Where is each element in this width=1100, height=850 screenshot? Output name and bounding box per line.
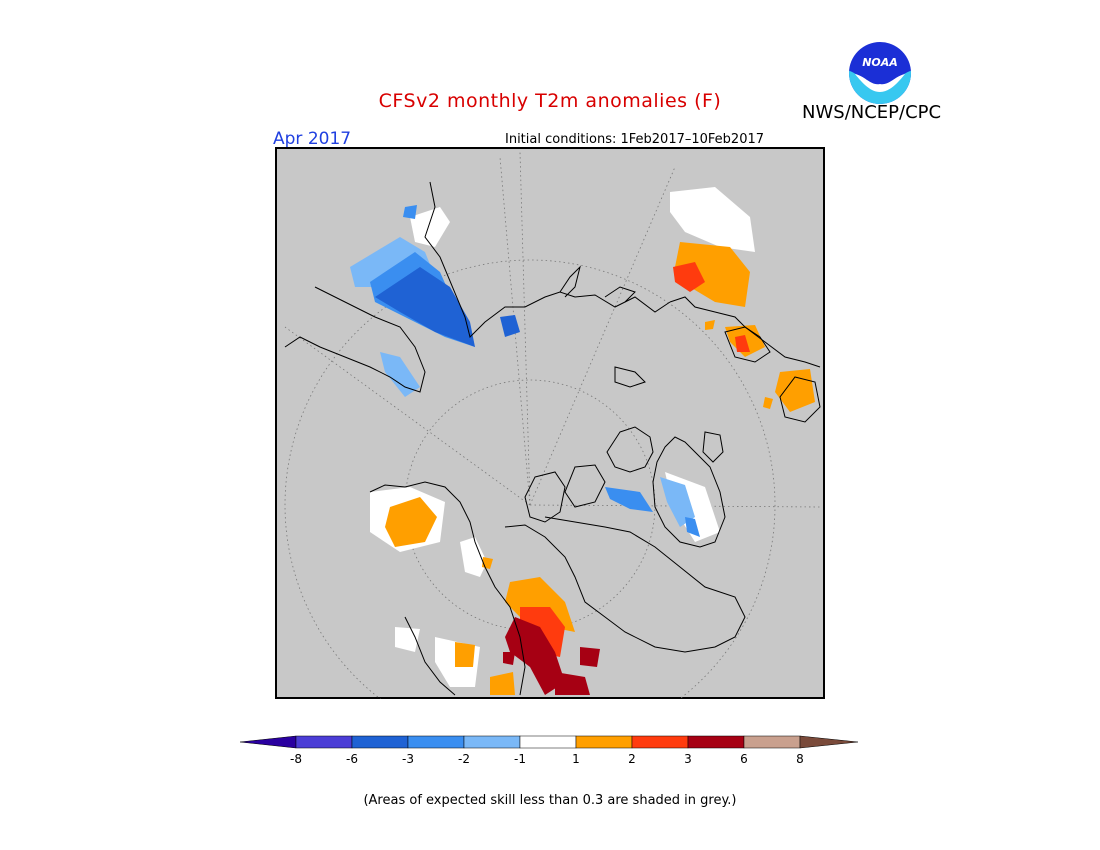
patch-blue-gulf bbox=[685, 517, 700, 537]
forecast-month: Apr 2017 bbox=[273, 129, 352, 149]
coastlines bbox=[284, 181, 821, 696]
patch-red-europe bbox=[673, 262, 705, 292]
noaa-logo: NOAA bbox=[848, 41, 912, 105]
initial-conditions: Initial conditions: 1Feb2017–10Feb2017 bbox=[505, 132, 765, 147]
legend-tick-label: 8 bbox=[796, 752, 804, 766]
polar-anomaly-map bbox=[275, 147, 825, 699]
legend-tick-label: -1 bbox=[514, 752, 526, 766]
patch-lightblue-greenland bbox=[660, 477, 695, 527]
legend-tick-label: 6 bbox=[740, 752, 748, 766]
noaa-logo-text: NOAA bbox=[862, 56, 898, 69]
legend-box bbox=[631, 735, 689, 749]
legend-box bbox=[407, 735, 465, 749]
legend-box bbox=[743, 735, 801, 749]
legend-tick-label: 3 bbox=[684, 752, 692, 766]
patch-blue-tiny bbox=[403, 205, 417, 219]
legend-tick-label: -8 bbox=[290, 752, 302, 766]
patch-white bbox=[410, 207, 450, 247]
legend-tick-label: -3 bbox=[402, 752, 414, 766]
legend-tick-label: 2 bbox=[628, 752, 636, 766]
legend-arrow-left bbox=[239, 735, 297, 749]
patch-orange-alaska bbox=[385, 497, 437, 547]
patch-orange-mexico bbox=[490, 672, 515, 695]
legend-tick-label: -6 bbox=[346, 752, 358, 766]
patch-white-canada bbox=[460, 537, 487, 577]
legend-ticks: -8 -6 -3 -2 -1 1 2 3 6 8 bbox=[290, 752, 804, 766]
patch-blue-small bbox=[500, 315, 520, 337]
legend-box bbox=[687, 735, 745, 749]
color-legend: -8 -6 -3 -2 -1 1 2 3 6 8 bbox=[239, 735, 859, 766]
legend-box bbox=[463, 735, 521, 749]
legend-tick-label: 1 bbox=[572, 752, 580, 766]
legend-arrow-right bbox=[799, 735, 859, 749]
patch-darkred-small bbox=[503, 652, 515, 665]
legend-box bbox=[575, 735, 633, 749]
patch-darkred-east bbox=[580, 647, 600, 667]
patch-darkred-south bbox=[555, 672, 590, 695]
patch-red-mediterranean bbox=[735, 335, 750, 352]
patch-blue-greenland bbox=[605, 487, 653, 512]
skill-footnote: (Areas of expected skill less than 0.3 a… bbox=[363, 793, 737, 808]
patch-orange-mexico-2 bbox=[455, 642, 475, 667]
legend-tick-label: -2 bbox=[458, 752, 470, 766]
legend-box bbox=[519, 735, 577, 749]
patch-white-europe bbox=[670, 187, 755, 252]
patch-lightblue-small bbox=[380, 352, 420, 397]
agency-label: NWS/NCEP/CPC bbox=[802, 102, 942, 123]
patch-orange-small-1 bbox=[705, 320, 715, 330]
patch-orange-small-2 bbox=[763, 397, 773, 409]
patch-blue bbox=[375, 267, 475, 347]
patch-orange-europe bbox=[675, 242, 750, 307]
patch-white-pacific bbox=[395, 627, 420, 652]
anomaly-patches bbox=[350, 187, 815, 695]
legend-boxes bbox=[295, 735, 801, 749]
legend-box bbox=[351, 735, 409, 749]
map-title: CFSv2 monthly T2m anomalies (F) bbox=[378, 90, 722, 112]
legend-box bbox=[295, 735, 353, 749]
